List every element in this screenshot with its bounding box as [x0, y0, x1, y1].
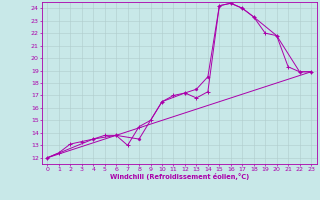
X-axis label: Windchill (Refroidissement éolien,°C): Windchill (Refroidissement éolien,°C) — [109, 173, 249, 180]
